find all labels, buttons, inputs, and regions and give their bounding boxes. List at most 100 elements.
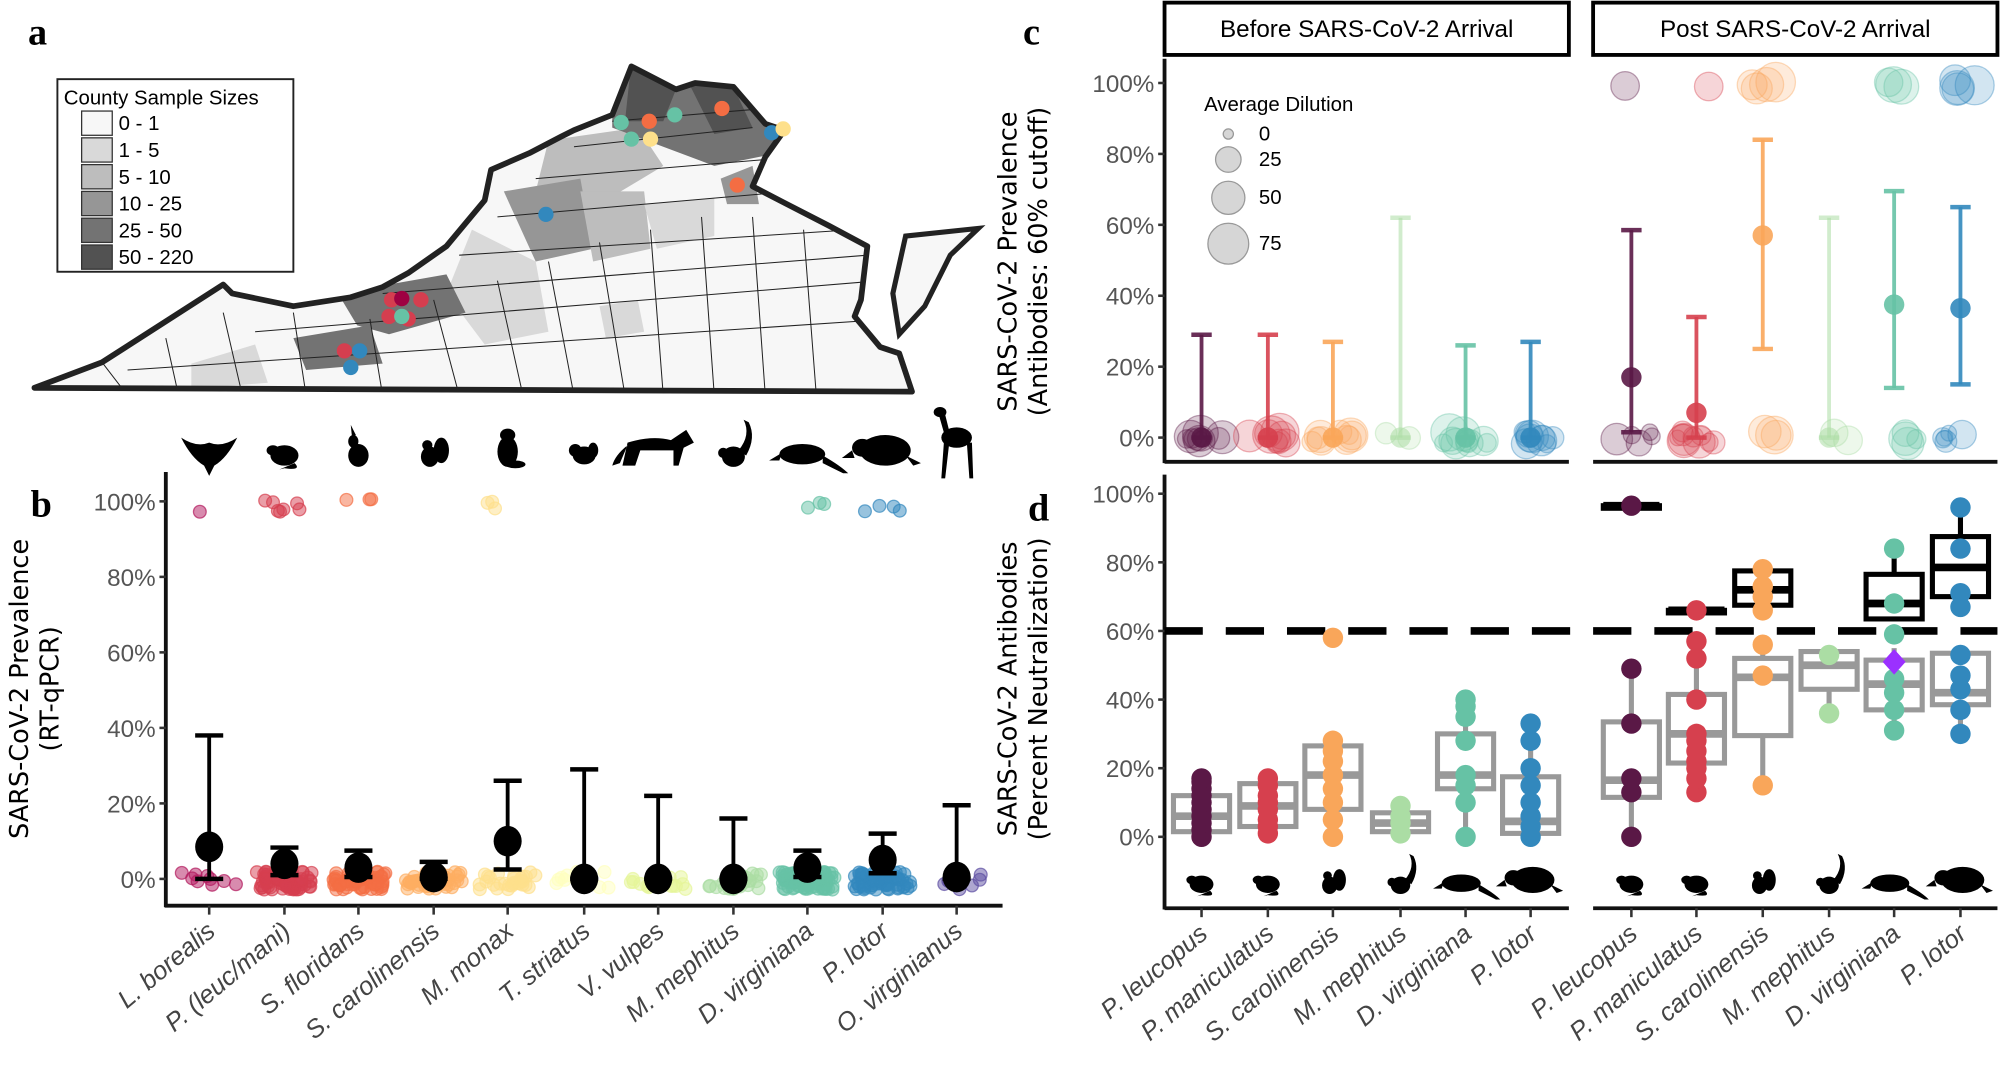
positive-sample-bubble: [1939, 64, 1972, 97]
facet-strip: [1591, 0, 2000, 57]
size-legend-label: 50: [1259, 187, 1282, 209]
mean-point: [1322, 427, 1344, 448]
y-tick-label: 100%: [94, 489, 156, 516]
negative-sample-bubble: [1701, 430, 1726, 455]
sample-point: [1883, 593, 1905, 614]
size-legend-circle: [1222, 128, 1235, 140]
negative-sample-bubble: [1906, 429, 1927, 450]
opossum-icon: [1861, 874, 1929, 900]
sample-point: [1257, 768, 1279, 789]
sample-point: [1752, 634, 1773, 655]
sample-point: [1686, 600, 1707, 621]
silhouette-part: [1861, 882, 1929, 900]
positive-sample-bubble: [1954, 65, 1995, 106]
legend-swatch: [80, 190, 113, 217]
mean-point: [1390, 427, 1411, 448]
negative-sample-point: [899, 876, 914, 891]
sample-point: [1950, 644, 1971, 666]
negative-sample-bubble: [1754, 415, 1794, 455]
silhouette-part: [1495, 879, 1564, 893]
positive-sample-point: [339, 492, 354, 507]
silhouette-part: [941, 427, 972, 448]
y-tick-label: 40%: [107, 716, 155, 743]
sample-location-point: [667, 107, 683, 123]
sample-point: [1455, 826, 1476, 848]
silhouette-part: [933, 406, 947, 418]
positive-sample-point: [485, 494, 500, 509]
negative-sample-bubble: [1932, 427, 1954, 449]
size-legend-label: 0: [1259, 123, 1270, 145]
silhouette-part: [350, 424, 356, 438]
silhouette-part: [1692, 890, 1708, 897]
negative-sample-bubble: [1434, 433, 1454, 453]
size-legend-label: 25: [1259, 149, 1282, 171]
silhouette-part: [941, 442, 974, 479]
positive-sample-point: [857, 504, 872, 519]
mean-point: [719, 863, 748, 895]
silhouette-part: [181, 437, 238, 476]
sample-point: [1322, 730, 1344, 751]
silhouette-part: [1627, 890, 1643, 897]
negative-sample-point: [404, 876, 419, 891]
positive-sample-point: [872, 498, 887, 513]
negative-sample-bubble: [1666, 423, 1702, 459]
y-tick-label: 20%: [107, 791, 155, 818]
mean-point: [493, 825, 522, 857]
positive-sample-point: [362, 492, 377, 507]
mean-point: [344, 852, 373, 883]
map-legend-title: County Sample Sizes: [64, 88, 259, 110]
silhouette-part: [433, 437, 449, 464]
mean-point: [1950, 297, 1971, 319]
legend-bin-label: 1 - 5: [119, 140, 160, 162]
size-legend-circle: [1211, 180, 1246, 216]
silhouette-part: [852, 438, 873, 457]
y-axis-title: SARS-CoV-2 Prevalence: [5, 539, 35, 839]
silhouette-part: [1940, 866, 1985, 893]
negative-sample-bubble: [1747, 414, 1782, 449]
y-tick-label: 100%: [1092, 482, 1154, 509]
mean-point: [419, 861, 448, 893]
sample-point: [1686, 723, 1707, 745]
squirrel-icon: [420, 437, 449, 467]
silhouette-part: [1404, 853, 1417, 885]
y-tick-label: 80%: [1106, 142, 1154, 169]
positive-sample-bubble: [1883, 68, 1920, 105]
sample-location-point: [623, 131, 640, 147]
sample-location-point: [413, 292, 429, 308]
negative-sample-bubble: [1947, 419, 1977, 450]
silhouette-part: [348, 443, 369, 467]
positive-sample-point: [892, 503, 907, 518]
sample-point: [1191, 768, 1212, 789]
panel-b-rtqpcr: 0% 20% 40% 60% 80% 100% SARS-CoV-2 Prevalence(…: [5, 391, 1003, 1045]
mean-point: [644, 863, 673, 895]
facet-title: Before SARS-CoV-2 Arrival: [1220, 16, 1513, 43]
y-axis-title-sub: (Percent Neutralization): [1024, 537, 1054, 840]
y-axis-title-sub: (RT-qPCR): [36, 626, 66, 751]
sample-location-point: [641, 113, 657, 129]
y-tick-label: 20%: [1106, 756, 1154, 783]
negative-sample-point: [493, 876, 508, 891]
sample-point: [1883, 668, 1905, 690]
sample-point: [1686, 631, 1707, 652]
size-legend-title: Average Dilution: [1204, 94, 1353, 116]
negative-sample-point: [781, 879, 796, 894]
chipmunk-icon: [568, 442, 599, 465]
negative-sample-bubble: [1891, 426, 1925, 461]
positive-sample-bubble: [1736, 69, 1768, 101]
raccoon-icon: [841, 435, 921, 466]
sample-point: [1520, 775, 1541, 796]
silhouette-part: [738, 419, 753, 456]
squirrel-icon: [1322, 869, 1346, 895]
size-legend-circle: [1207, 222, 1250, 265]
sample-point: [1950, 538, 1971, 559]
sample-point: [1752, 558, 1773, 580]
sample-point: [1621, 768, 1642, 789]
deer-icon: [928, 391, 974, 479]
negative-sample-point: [772, 865, 787, 880]
sample-point: [1752, 775, 1773, 796]
y-tick-label: 0%: [121, 867, 156, 894]
sample-location-point: [336, 343, 353, 359]
silhouette-part: [612, 429, 694, 466]
raccoon-icon: [1495, 866, 1564, 893]
y-tick-label: 40%: [1106, 688, 1154, 715]
